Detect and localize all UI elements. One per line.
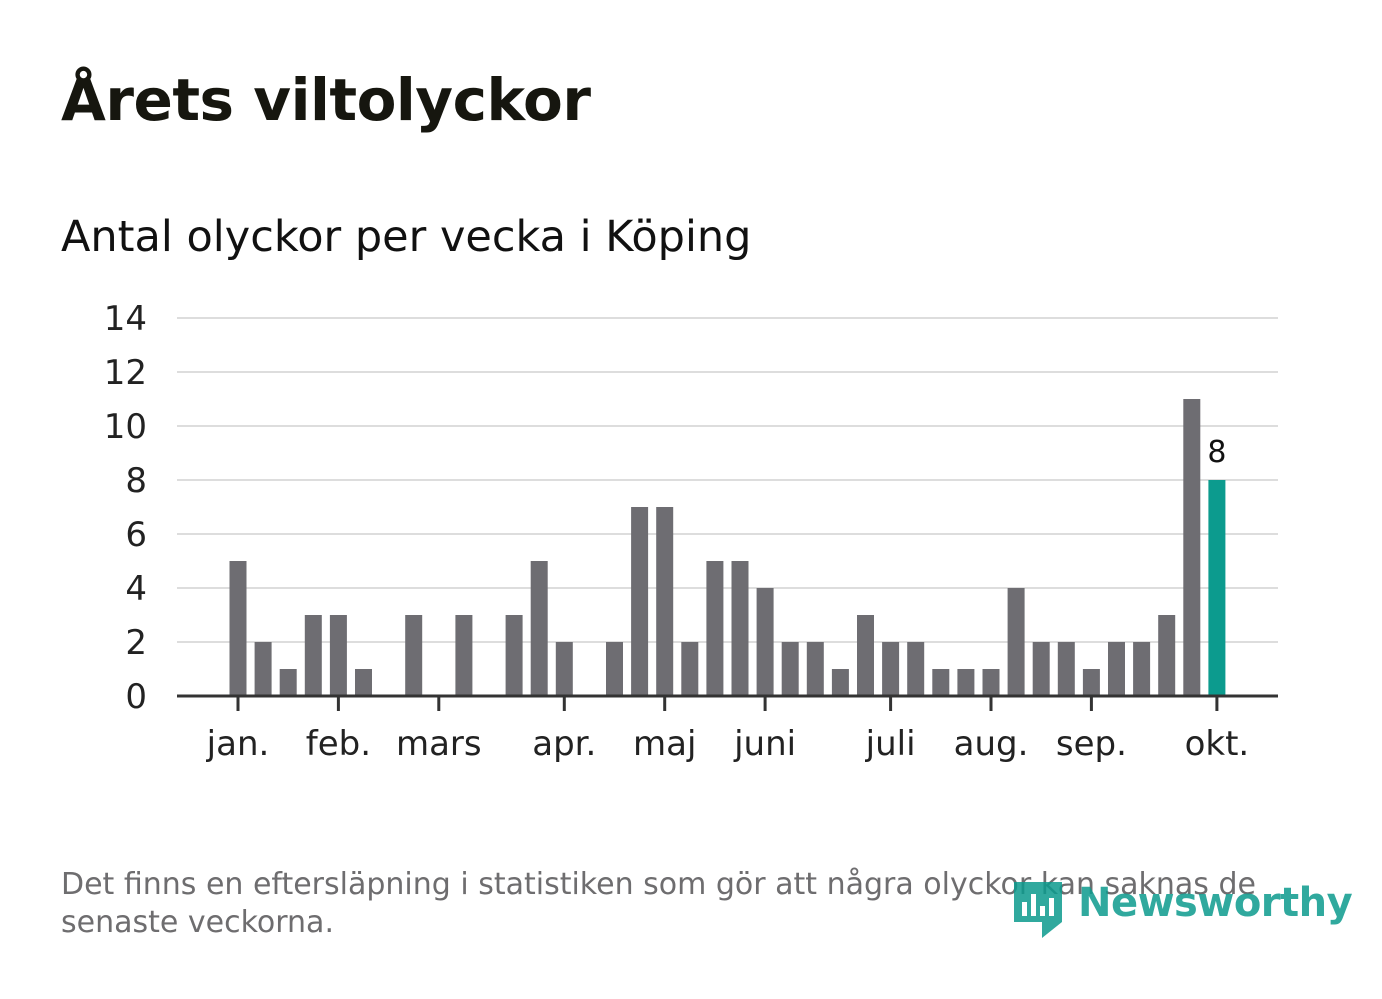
- x-tick-label: maj: [633, 724, 696, 764]
- x-tick-label: jan.: [206, 724, 270, 764]
- data-label: 8: [1207, 435, 1226, 470]
- bar: [631, 507, 649, 696]
- bar: [1183, 399, 1201, 696]
- bar: [405, 615, 423, 696]
- bar: [1108, 642, 1125, 696]
- y-tick-label: 4: [125, 569, 147, 609]
- bar: [279, 669, 297, 696]
- bar: [882, 642, 900, 696]
- x-tick-label: apr.: [532, 724, 596, 764]
- y-tick-label: 2: [125, 623, 147, 663]
- bar: [329, 615, 347, 696]
- bar: [254, 642, 272, 696]
- bar: [907, 642, 925, 696]
- y-tick-label: 12: [104, 353, 147, 393]
- x-axis: jan. feb. mars apr. maj juni juli aug. sep. okt.: [177, 694, 1278, 764]
- bar: [957, 669, 975, 696]
- bar: [555, 642, 573, 696]
- y-tick-label: 14: [104, 299, 147, 339]
- newsworthy-logo-icon: [1014, 882, 1062, 938]
- bar: [1032, 642, 1050, 696]
- y-tick-label: 6: [125, 515, 147, 555]
- bar: [1133, 642, 1151, 696]
- x-tick-label: feb.: [306, 724, 371, 764]
- bar: [806, 642, 824, 696]
- bar: [857, 615, 874, 696]
- bar: [1082, 669, 1100, 696]
- bar-chart: 0 2 4 6 8 10 12 14 8 jan. feb. mars apr. maj juni jul…: [104, 299, 1278, 764]
- logo-text: Newsworthy: [1078, 880, 1353, 926]
- bar: [1057, 642, 1075, 696]
- grid-lines: [177, 317, 1278, 643]
- x-tick-label: mars: [396, 724, 482, 764]
- x-tick-label: juli: [865, 724, 916, 764]
- bar: [455, 615, 473, 696]
- y-axis-ticks: 0 2 4 6 8 10 12 14: [104, 299, 147, 717]
- bar: [606, 642, 623, 696]
- bar-highlight: [1208, 480, 1226, 696]
- bar: [355, 669, 372, 696]
- bar: [756, 588, 774, 696]
- newsworthy-logo: Newsworthy: [1010, 878, 1353, 942]
- bar: [505, 615, 523, 696]
- bar: [831, 669, 849, 696]
- y-tick-label: 0: [125, 677, 147, 717]
- bar: [982, 669, 1000, 696]
- bar: [731, 561, 749, 696]
- x-tick-label: juni: [733, 724, 796, 764]
- bar: [530, 561, 548, 696]
- bar: [656, 507, 674, 696]
- x-tick-label: aug.: [954, 724, 1029, 764]
- bar: [781, 642, 799, 696]
- bar: [681, 642, 699, 696]
- bar: [1158, 615, 1176, 696]
- bar: [304, 615, 322, 696]
- y-tick-label: 10: [104, 407, 147, 447]
- data-labels: 8: [1207, 435, 1226, 470]
- x-tick-label: okt.: [1185, 724, 1250, 764]
- y-tick-label: 8: [125, 461, 147, 501]
- chart-title: Årets viltolyckor: [61, 66, 591, 134]
- bars: [229, 399, 1226, 696]
- bar: [932, 669, 950, 696]
- chart-subtitle: Antal olyckor per vecka i Köping: [61, 212, 752, 262]
- bar: [1007, 588, 1025, 696]
- x-tick-label: sep.: [1056, 724, 1127, 764]
- bar: [706, 561, 724, 696]
- bar: [229, 561, 247, 696]
